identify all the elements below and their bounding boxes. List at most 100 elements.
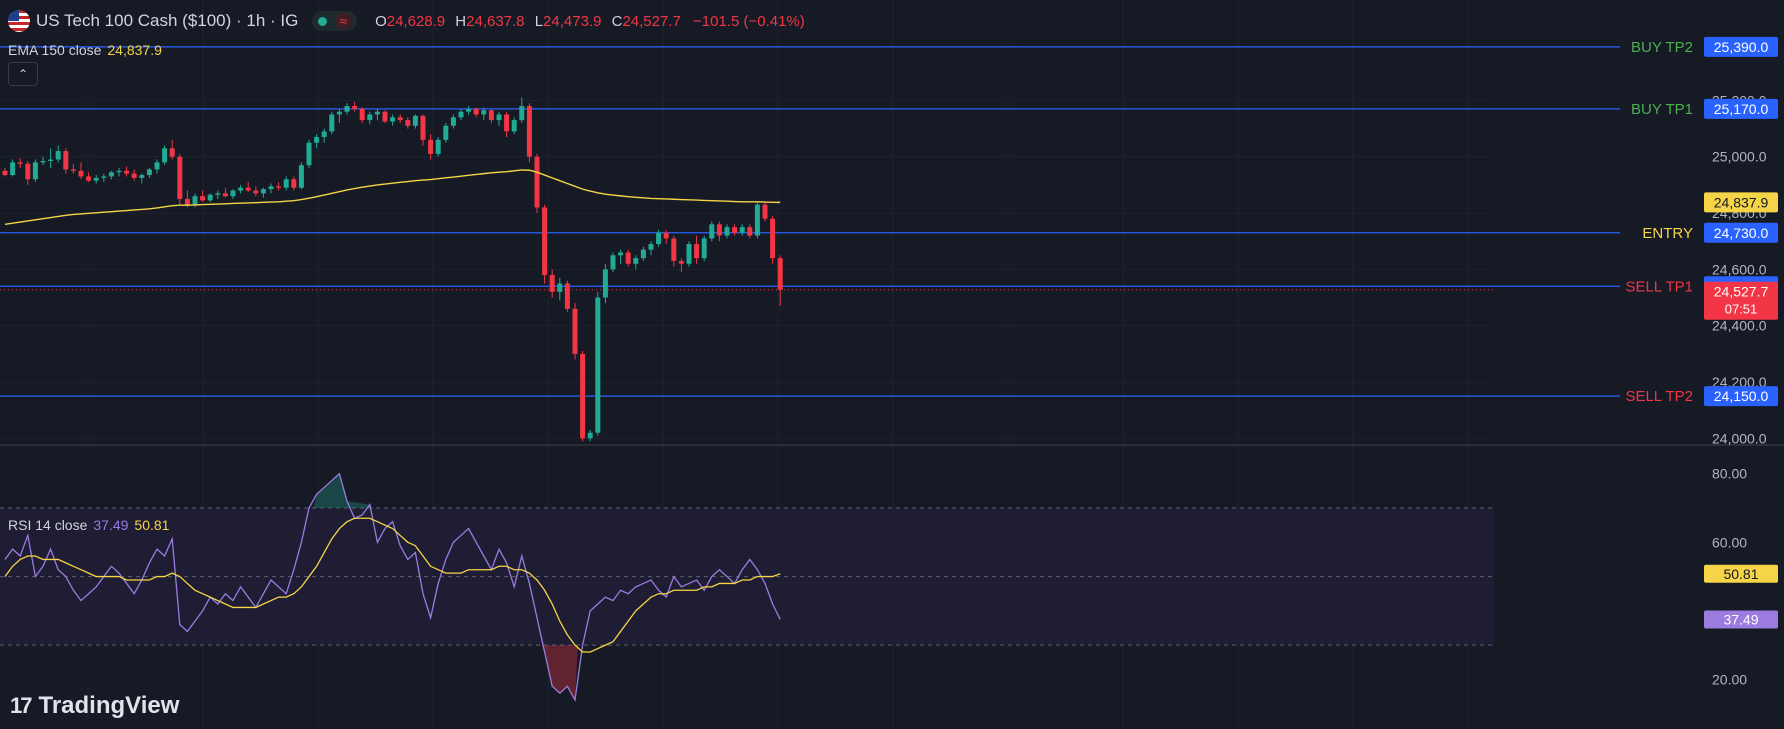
candle-body[interactable] — [488, 110, 494, 121]
candle-body[interactable] — [671, 238, 677, 261]
candle-body[interactable] — [222, 193, 228, 197]
candle-body[interactable] — [177, 156, 183, 199]
candle-body[interactable] — [663, 232, 669, 239]
candle-body[interactable] — [526, 106, 532, 157]
candle-body[interactable] — [215, 193, 221, 195]
candle-body[interactable] — [321, 131, 327, 138]
candle-body[interactable] — [336, 111, 342, 115]
candle-body[interactable] — [200, 196, 206, 201]
candle-body[interactable] — [595, 297, 601, 433]
candle-body[interactable] — [397, 117, 403, 121]
candle-body[interactable] — [124, 170, 130, 174]
rsi-ma-badge-bg[interactable] — [1704, 564, 1778, 583]
candle-body[interactable] — [640, 249, 646, 259]
candle-body[interactable] — [754, 204, 760, 236]
candle-body[interactable] — [344, 106, 350, 112]
candle-body[interactable] — [564, 283, 570, 309]
candle-body[interactable] — [63, 151, 69, 170]
candle-body[interactable] — [238, 187, 244, 191]
candle-body[interactable] — [306, 142, 312, 166]
candle-body[interactable] — [367, 114, 373, 121]
candle-body[interactable] — [450, 117, 456, 126]
candle-body[interactable] — [549, 275, 555, 292]
candle-body[interactable] — [131, 173, 137, 178]
candle-body[interactable] — [625, 252, 631, 264]
ema-legend[interactable]: EMA 150 close 24,837.9 — [8, 42, 162, 58]
candle-body[interactable] — [25, 163, 31, 180]
candle-body[interactable] — [678, 260, 684, 264]
candle-body[interactable] — [572, 308, 578, 354]
candle-body[interactable] — [648, 244, 654, 250]
candle-body[interactable] — [374, 111, 380, 115]
candle-body[interactable] — [732, 227, 738, 233]
candle-body[interactable] — [40, 160, 46, 163]
candle-body[interactable] — [435, 139, 441, 154]
rsi-legend[interactable]: RSI 14 close 37.49 50.81 — [8, 517, 169, 533]
candle-body[interactable] — [352, 106, 358, 109]
candle-body[interactable] — [146, 169, 152, 176]
candle-body[interactable] — [656, 232, 662, 245]
level-price-badge-bg[interactable] — [1704, 36, 1778, 57]
candle-body[interactable] — [466, 108, 472, 112]
candle-body[interactable] — [587, 432, 593, 439]
candle-body[interactable] — [519, 106, 525, 121]
symbol-title[interactable]: US Tech 100 Cash ($100) · 1h · IG — [36, 11, 299, 30]
candle-body[interactable] — [709, 224, 715, 239]
candle-body[interactable] — [17, 162, 23, 164]
candle-body[interactable] — [633, 258, 639, 264]
candle-body[interactable] — [245, 187, 251, 191]
level-price-badge-bg[interactable] — [1704, 386, 1778, 407]
candle-body[interactable] — [116, 170, 122, 173]
candle-body[interactable] — [139, 175, 145, 178]
candle-body[interactable] — [32, 162, 38, 180]
candle-body[interactable] — [739, 227, 745, 233]
candle-body[interactable] — [329, 114, 335, 132]
candle-body[interactable] — [169, 148, 175, 157]
candle-body[interactable] — [747, 227, 753, 236]
candle-body[interactable] — [192, 196, 198, 205]
candle-body[interactable] — [268, 186, 274, 190]
candle-body[interactable] — [580, 353, 586, 439]
candle-body[interactable] — [420, 115, 426, 140]
candle-body[interactable] — [428, 139, 434, 154]
candle-body[interactable] — [481, 110, 487, 115]
candle-body[interactable] — [458, 111, 464, 118]
candle-body[interactable] — [390, 117, 396, 122]
market-status-badge[interactable]: ≈ — [312, 11, 358, 31]
candle-body[interactable] — [154, 162, 160, 170]
candle-body[interactable] — [534, 156, 540, 208]
candle-body[interactable] — [291, 179, 297, 188]
candle-body[interactable] — [260, 189, 266, 194]
candle-body[interactable] — [230, 190, 236, 197]
candle-body[interactable] — [55, 151, 61, 160]
candle-body[interactable] — [618, 252, 624, 256]
candle-body[interactable] — [184, 198, 190, 205]
candle-body[interactable] — [382, 111, 388, 122]
candle-body[interactable] — [276, 186, 282, 188]
last-price-badge-bg[interactable] — [1704, 281, 1778, 320]
candle-body[interactable] — [359, 108, 365, 121]
candle-body[interactable] — [511, 120, 517, 132]
candle-body[interactable] — [283, 179, 289, 188]
candle-body[interactable] — [610, 255, 616, 270]
candle-body[interactable] — [412, 115, 418, 126]
collapse-legend-button[interactable]: ⌃ — [8, 62, 38, 86]
rsi-ma-line[interactable] — [4, 517, 781, 653]
tradingview-logo[interactable]: 17 TradingView — [10, 692, 179, 720]
ema-line[interactable] — [4, 169, 781, 226]
candle-body[interactable] — [108, 172, 114, 177]
candle-body[interactable] — [298, 165, 304, 188]
candle-body[interactable] — [93, 177, 99, 181]
rsi-line[interactable] — [4, 472, 781, 703]
candle-body[interactable] — [162, 148, 168, 163]
candle-body[interactable] — [686, 244, 692, 264]
candle-body[interactable] — [253, 190, 259, 194]
candle-body[interactable] — [504, 114, 510, 132]
candle-body[interactable] — [770, 218, 776, 259]
candle-body[interactable] — [777, 258, 783, 290]
candle-body[interactable] — [443, 125, 449, 140]
ema-price-badge-bg[interactable] — [1704, 192, 1778, 213]
candle-body[interactable] — [496, 114, 502, 121]
candle-body[interactable] — [101, 176, 107, 178]
